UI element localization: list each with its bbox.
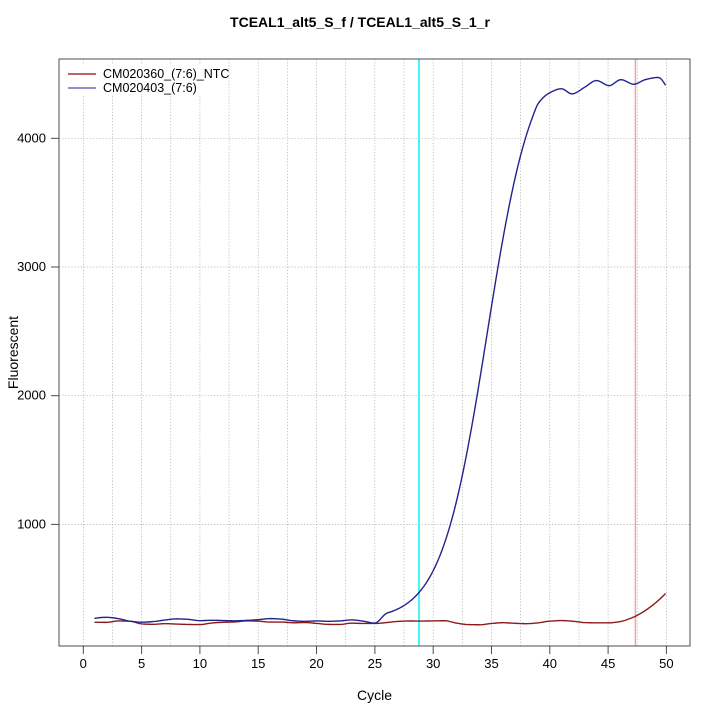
svg-text:2000: 2000 — [17, 388, 46, 403]
svg-text:5: 5 — [138, 656, 145, 671]
svg-text:0: 0 — [80, 656, 87, 671]
svg-text:20: 20 — [309, 656, 323, 671]
svg-text:15: 15 — [251, 656, 265, 671]
svg-text:Cycle: Cycle — [357, 687, 392, 703]
svg-text:3000: 3000 — [17, 259, 46, 274]
svg-text:10: 10 — [193, 656, 207, 671]
svg-text:45: 45 — [601, 656, 615, 671]
svg-text:35: 35 — [484, 656, 498, 671]
svg-text:CM020403_(7:6): CM020403_(7:6) — [103, 81, 197, 95]
svg-text:30: 30 — [426, 656, 440, 671]
svg-text:Fluorescent: Fluorescent — [5, 316, 21, 389]
svg-text:4000: 4000 — [17, 130, 46, 145]
svg-text:CM020360_(7:6)_NTC: CM020360_(7:6)_NTC — [103, 67, 229, 81]
svg-text:40: 40 — [543, 656, 557, 671]
svg-text:50: 50 — [659, 656, 673, 671]
svg-text:1000: 1000 — [17, 516, 46, 531]
svg-text:25: 25 — [368, 656, 382, 671]
